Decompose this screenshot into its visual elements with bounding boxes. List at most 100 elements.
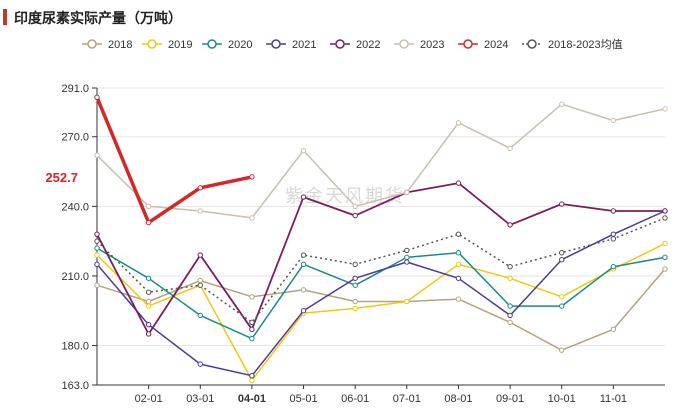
data-point	[352, 275, 358, 281]
data-point	[197, 282, 203, 288]
data-point	[249, 326, 255, 333]
data-point	[352, 305, 358, 312]
data-point	[610, 236, 617, 242]
y-tick-label: 180.0	[61, 341, 89, 353]
annotation-label: 252.7	[45, 170, 78, 185]
data-point	[352, 282, 358, 288]
data-point	[300, 287, 307, 293]
data-point	[249, 377, 255, 384]
x-tick-label: 06-01	[341, 393, 369, 405]
legend-marker	[335, 39, 345, 49]
data-point	[404, 259, 410, 265]
data-point	[94, 282, 100, 288]
data-point	[94, 252, 100, 258]
data-point	[507, 312, 513, 319]
title-bar: 印度尿素实际产量（万吨）	[0, 0, 700, 36]
legend-label: 2022	[356, 39, 380, 51]
legend-item-2022[interactable]: 2022	[330, 39, 380, 51]
series-line	[96, 247, 666, 340]
x-tick-label: 04-01	[238, 393, 266, 405]
data-point	[145, 331, 152, 337]
data-point	[559, 257, 565, 263]
legend-label: 2020	[228, 39, 252, 51]
data-point	[404, 189, 410, 196]
data-point	[662, 215, 668, 221]
data-point	[507, 145, 513, 152]
series-line	[96, 210, 666, 377]
legend-marker	[207, 39, 217, 49]
x-tick-label: 08-01	[444, 393, 472, 405]
data-point	[94, 231, 100, 237]
series-2018-2023均值	[94, 215, 668, 326]
data-point	[455, 231, 462, 237]
x-tick-label: 03-01	[186, 393, 214, 405]
data-point	[249, 319, 255, 326]
data-point	[455, 261, 462, 268]
legend-item-2018[interactable]: 2018	[82, 39, 132, 51]
data-point	[249, 335, 255, 342]
series-line	[96, 268, 666, 351]
data-point	[145, 321, 152, 328]
legend-label: 2023	[420, 39, 444, 51]
series-2020	[94, 245, 668, 342]
legend-item-2018-2023均值[interactable]: 2018-2023均值	[522, 38, 623, 51]
data-point	[300, 194, 307, 200]
legend-label: 2018	[108, 39, 132, 51]
data-point	[662, 254, 668, 261]
legend-item-2019[interactable]: 2019	[142, 39, 192, 51]
legend-item-2024[interactable]: 2024	[458, 39, 508, 51]
data-point	[559, 201, 565, 207]
x-tick-label: 11-01	[600, 393, 627, 405]
data-point	[559, 294, 565, 300]
y-tick-label: 240.0	[61, 201, 89, 213]
data-point	[197, 361, 203, 367]
data-point	[300, 147, 307, 154]
data-point	[610, 326, 617, 333]
data-point	[404, 254, 410, 261]
data-point	[94, 94, 100, 100]
data-point	[197, 185, 203, 191]
legend-label: 2018-2023均值	[548, 38, 623, 51]
y-tick-label: 210.0	[61, 271, 89, 283]
data-point	[507, 275, 513, 281]
series-line	[96, 182, 665, 335]
data-point	[455, 120, 462, 126]
series-line	[96, 217, 666, 324]
data-point	[145, 298, 152, 305]
chart-title: 印度尿素实际产量（万吨）	[14, 11, 182, 27]
data-point	[300, 261, 307, 268]
series-2023	[94, 101, 668, 221]
legend-item-2020[interactable]: 2020	[202, 39, 252, 51]
legend-item-2021[interactable]: 2021	[266, 39, 316, 51]
legend-marker	[147, 39, 157, 49]
data-point	[145, 203, 152, 210]
data-point	[352, 203, 358, 210]
series-line	[96, 103, 666, 219]
x-tick-label: 07-01	[393, 393, 421, 405]
data-point	[94, 245, 100, 251]
data-point	[197, 277, 203, 284]
legend-marker	[271, 39, 281, 49]
data-point	[145, 303, 152, 309]
legend-item-2023[interactable]: 2023	[394, 39, 444, 51]
data-point	[352, 212, 358, 219]
data-point	[94, 152, 100, 158]
legend-label: 2021	[292, 39, 316, 51]
data-point	[455, 296, 462, 302]
data-point	[197, 312, 203, 319]
data-point	[507, 222, 513, 228]
data-point	[249, 174, 255, 180]
data-point	[197, 252, 203, 258]
data-point	[352, 298, 358, 305]
x-tick-label: 09-01	[496, 393, 524, 405]
data-point	[662, 208, 668, 214]
data-point	[610, 117, 617, 124]
data-point	[300, 252, 307, 258]
data-point	[507, 263, 513, 270]
data-point	[94, 261, 100, 268]
data-point	[662, 106, 668, 112]
data-point	[352, 261, 358, 268]
legend-label: 2024	[484, 39, 508, 51]
data-point	[249, 215, 255, 221]
series-line	[95, 96, 253, 225]
